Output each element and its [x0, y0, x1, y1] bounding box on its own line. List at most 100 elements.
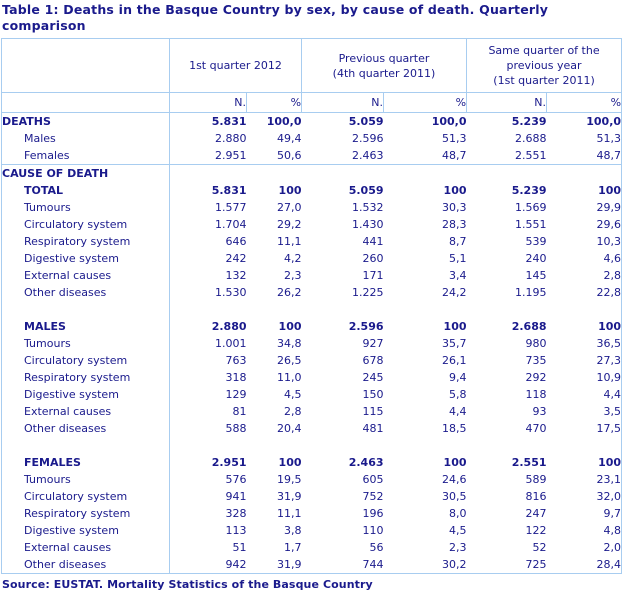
row-value: 29,6: [546, 216, 622, 233]
row-value: 100: [278, 456, 302, 469]
row-value: 145: [525, 269, 547, 282]
row-value: 5.059: [348, 184, 384, 197]
table-row: External causes 81 2,8 115 4,4 93 3,5: [1, 403, 622, 420]
row-label: External causes: [1, 539, 170, 556]
header-unit-corner: [1, 92, 170, 113]
row-value: 196: [362, 507, 384, 520]
row-value: 247: [525, 507, 547, 520]
row-value: 17,5: [546, 420, 622, 437]
row-label: Respiratory system: [1, 369, 170, 386]
row-value: 22,8: [546, 284, 622, 301]
row-value: 3,5: [546, 403, 622, 420]
row-value: 31,9: [277, 490, 302, 503]
row-value: 1.532: [352, 201, 384, 214]
row-value: 927: [362, 337, 384, 350]
table-row: MALES 2.880 100 2.596 100 2.688 100: [1, 318, 622, 335]
row-label: Other diseases: [1, 284, 170, 301]
row-label: Respiratory system: [1, 505, 170, 522]
row-value: 2.951: [211, 456, 247, 469]
row-value: 8,7: [449, 235, 467, 248]
row-value: 8,0: [449, 507, 467, 520]
table-row: [1, 301, 622, 318]
table-row: Digestive system 129 4,5 150 5,8 118 4,4: [1, 386, 622, 403]
row-spacer-cell: [467, 301, 547, 318]
row-label: Respiratory system: [1, 233, 170, 250]
table-row: External causes 132 2,3 171 3,4 145 2,8: [1, 267, 622, 284]
row-value: 4,4: [449, 405, 467, 418]
row-value: 576: [225, 473, 247, 486]
header-corner-cell: [1, 38, 170, 93]
row-value: 100: [443, 184, 467, 197]
row-label: Males: [1, 130, 170, 147]
row-value: 29,9: [546, 199, 622, 216]
row-value: 100: [443, 320, 467, 333]
row-value: 5,8: [449, 388, 467, 401]
table-row: Respiratory system 318 11,0 245 9,4 292 10,9: [1, 369, 622, 386]
row-value: 2.688: [515, 132, 547, 145]
row-value: 26,1: [442, 354, 467, 367]
row-value: 2.463: [348, 456, 384, 469]
row-value: 4,5: [284, 388, 302, 401]
header-unit-row: N. % N. % N. %: [1, 92, 622, 113]
table-row: Tumours 1.001 34,8 927 35,7 980 36,5: [1, 335, 622, 352]
row-value: 110: [362, 524, 384, 537]
row-value: 470: [525, 422, 547, 435]
row-label: Digestive system: [1, 386, 170, 403]
row-label: FEMALES: [1, 454, 170, 471]
row-spacer-cell: [546, 301, 622, 318]
header-group-sub-0: 1st quarter 2012: [189, 59, 282, 72]
row-value: 18,5: [442, 422, 467, 435]
header-unit-n-2: N.: [466, 92, 548, 113]
row-value: 122: [525, 524, 547, 537]
row-value: 5,1: [449, 252, 467, 265]
row-value: 318: [225, 371, 247, 384]
deaths-statistics-table: 1st quarter 2012 Previous quarter (4th q…: [1, 38, 622, 574]
row-value: 2,8: [546, 267, 622, 284]
header-group-row: 1st quarter 2012 Previous quarter (4th q…: [1, 38, 622, 93]
row-spacer-cell: [247, 301, 302, 318]
row-value: 11,0: [277, 371, 302, 384]
row-value: 5.239: [466, 112, 547, 130]
table-row: Circulatory system 941 31,9 752 30,5 816 32,0: [1, 488, 622, 505]
row-value: 27,3: [546, 352, 622, 369]
row-value: 113: [225, 524, 247, 537]
row-value: [383, 164, 467, 182]
row-value: 763: [225, 354, 247, 367]
row-label: Tumours: [1, 199, 170, 216]
table-row: Digestive system 242 4,2 260 5,1 240 4,6: [1, 250, 622, 267]
row-value: 3,8: [284, 524, 302, 537]
row-value: 328: [225, 507, 247, 520]
row-label: Tumours: [1, 471, 170, 488]
row-spacer-cell: [467, 437, 547, 454]
row-value: 29,2: [277, 218, 302, 231]
header-group-main-1: Previous quarter: [338, 51, 430, 65]
row-value: 4,4: [546, 386, 622, 403]
row-value: 2.551: [511, 456, 547, 469]
row-value: 539: [525, 235, 547, 248]
row-value: 150: [362, 388, 384, 401]
table-row: Other diseases 588 20,4 481 18,5 470 17,5: [1, 420, 622, 437]
table-body: DEATHS 5.831 100,0 5.059 100,0 5.239 100,0 Male…: [1, 112, 622, 574]
row-value: 23,1: [546, 471, 622, 488]
row-spacer-cell: [546, 437, 622, 454]
row-value: 245: [362, 371, 384, 384]
row-value: 100: [546, 182, 622, 199]
row-value: 260: [362, 252, 384, 265]
row-value: 100: [546, 454, 622, 471]
row-value: 24,6: [442, 473, 467, 486]
row-value: 129: [225, 388, 247, 401]
row-value: 132: [225, 269, 247, 282]
row-value: 2.951: [215, 149, 247, 162]
header-unit-n-0: N.: [169, 92, 247, 113]
table-row: Tumours 1.577 27,0 1.532 30,3 1.569 29,9: [1, 199, 622, 216]
row-spacer: [1, 301, 170, 318]
page-title: Table 1: Deaths in the Basque Country by…: [2, 2, 549, 33]
row-value: 292: [525, 371, 547, 384]
row-value: 588: [225, 422, 247, 435]
row-value: [169, 164, 247, 182]
row-value: 32,0: [546, 488, 622, 505]
header-group-main-2: Same quarter of the previous year: [488, 44, 600, 72]
row-value: 171: [362, 269, 384, 282]
row-label: Circulatory system: [1, 216, 170, 233]
